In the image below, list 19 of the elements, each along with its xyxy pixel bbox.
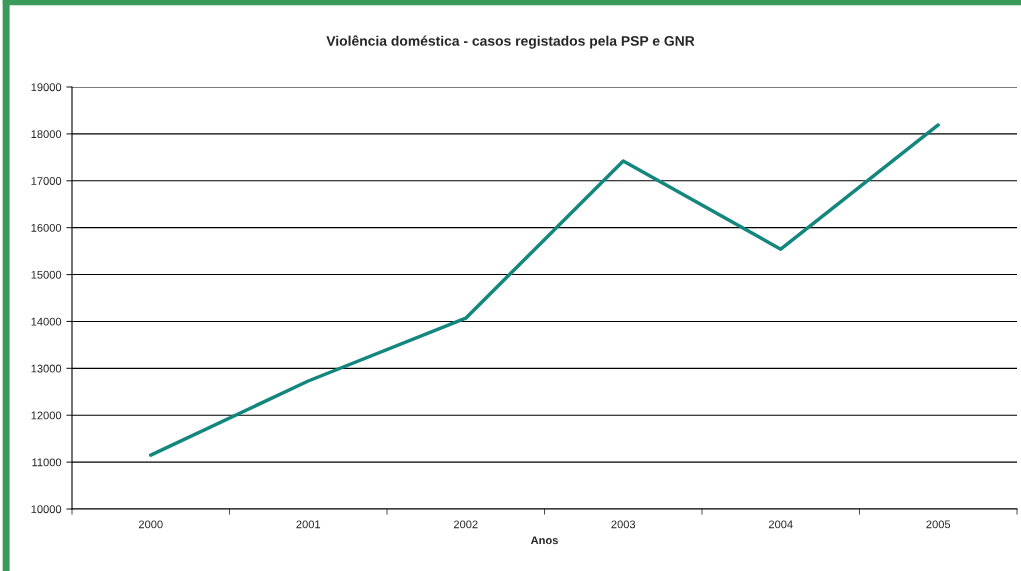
y-tick-label: 11000 bbox=[32, 458, 62, 467]
x-tick-label: 2004 bbox=[768, 520, 793, 529]
x-axis-title: Anos bbox=[530, 536, 558, 545]
y-tick-label: 16000 bbox=[31, 223, 62, 232]
y-tick-label: 17000 bbox=[31, 177, 62, 185]
y-tick-label: 18000 bbox=[31, 130, 62, 139]
x-tick-label: 2003 bbox=[611, 520, 636, 529]
x-tick-label: 2002 bbox=[453, 520, 478, 529]
y-tick-label: 13000 bbox=[31, 364, 62, 373]
y-tick-label: 10000 bbox=[31, 505, 62, 514]
x-tick-label: 2005 bbox=[926, 520, 951, 529]
x-tick-label: 2001 bbox=[296, 520, 321, 529]
y-tick-label: 15000 bbox=[31, 270, 62, 279]
line-series bbox=[149, 123, 940, 457]
chart-title: Violência doméstica - casos registados pela PSP e GNR bbox=[326, 35, 695, 49]
y-tick-label: 12000 bbox=[31, 411, 62, 420]
y-tick-label: 19000 bbox=[31, 83, 62, 92]
x-tick-label: 2000 bbox=[138, 520, 163, 529]
y-tick-label: 14000 bbox=[31, 317, 62, 326]
